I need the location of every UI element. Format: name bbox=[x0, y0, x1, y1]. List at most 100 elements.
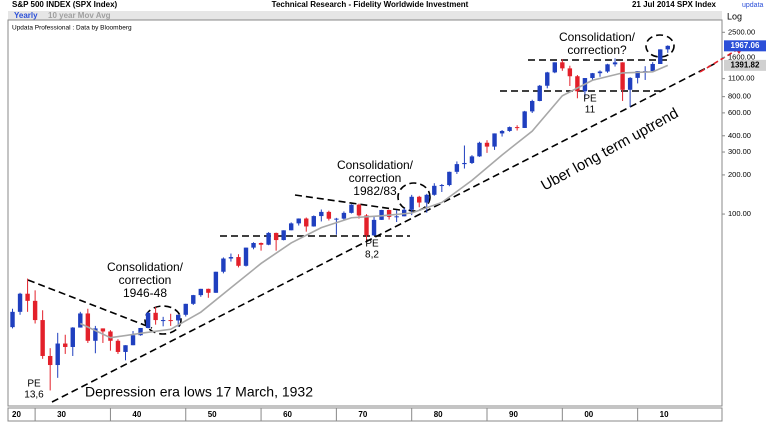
candle-body bbox=[281, 230, 286, 241]
candle-body bbox=[32, 300, 38, 321]
ma-price-tag-box bbox=[724, 59, 766, 71]
candle-body bbox=[326, 211, 332, 219]
candle-body bbox=[560, 62, 565, 69]
candle-body bbox=[63, 343, 68, 347]
candle-body bbox=[492, 133, 497, 147]
candle-body bbox=[439, 185, 445, 187]
candle-body bbox=[236, 257, 241, 266]
candle-body bbox=[627, 77, 633, 90]
candle-body bbox=[620, 62, 625, 90]
annotation: PE bbox=[583, 94, 597, 105]
candle-body bbox=[206, 288, 211, 293]
last-price-tag-box bbox=[724, 40, 766, 52]
highlight-circle bbox=[144, 305, 182, 335]
candle-body bbox=[17, 293, 23, 312]
header-title: S&P 500 INDEX (SPX Index) bbox=[12, 0, 118, 9]
candle-body bbox=[319, 211, 324, 217]
legend-bar bbox=[8, 11, 722, 20]
candle-body bbox=[424, 194, 429, 203]
candle-body bbox=[605, 64, 610, 72]
y-tick-label: 1100.00 bbox=[728, 74, 755, 83]
candle-body bbox=[304, 218, 309, 227]
candle-body bbox=[228, 257, 234, 259]
header-right: 21 Jul 2014 SPX Index bbox=[632, 0, 717, 9]
header-center: Technical Research - Fidelity Worldwide … bbox=[272, 0, 469, 9]
x-tick-label: 30 bbox=[57, 410, 66, 419]
candle-body bbox=[552, 62, 557, 73]
candle-body bbox=[258, 242, 264, 245]
candle-body bbox=[93, 328, 98, 341]
candle-body bbox=[160, 320, 166, 322]
candle-body bbox=[100, 328, 106, 332]
candle-body bbox=[364, 215, 369, 236]
candle-body bbox=[575, 76, 580, 92]
candle-body bbox=[78, 313, 83, 328]
candle-body bbox=[288, 223, 294, 231]
x-axis-band bbox=[7, 407, 723, 422]
candle-body bbox=[153, 312, 158, 321]
candle-body bbox=[266, 232, 271, 245]
candle-body bbox=[665, 45, 670, 50]
ma-price-tag: 1391.82 bbox=[731, 60, 760, 69]
legend-entry: Yearly bbox=[14, 11, 38, 20]
candle-body bbox=[658, 49, 663, 64]
annotation: PE bbox=[27, 379, 41, 390]
candle-body bbox=[334, 218, 339, 220]
candle-body bbox=[123, 345, 128, 352]
candle-body bbox=[251, 242, 256, 248]
source: Updata Professional : Data by Bloomberg bbox=[12, 25, 132, 32]
candle-body bbox=[499, 130, 505, 134]
x-tick-label: 00 bbox=[584, 410, 593, 419]
candle-body bbox=[469, 156, 475, 163]
candle-body bbox=[514, 127, 520, 129]
annotation: correction bbox=[349, 171, 402, 185]
candle-body bbox=[55, 343, 60, 366]
candle-body bbox=[417, 196, 422, 203]
moving-average bbox=[79, 64, 669, 339]
annotation: correction? bbox=[567, 43, 627, 57]
last-price-tag: 1967.06 bbox=[731, 41, 760, 50]
candle-body bbox=[447, 171, 452, 186]
y-tick-label: 400.00 bbox=[728, 131, 751, 140]
candle-body bbox=[243, 247, 249, 266]
candle-body bbox=[484, 142, 490, 147]
candle-body bbox=[507, 127, 512, 131]
candle-body bbox=[213, 271, 219, 293]
y-tick-label: 2500.00 bbox=[728, 27, 755, 36]
candle-body bbox=[597, 71, 603, 74]
candle-body bbox=[394, 216, 399, 218]
candle-body bbox=[590, 73, 595, 79]
x-tick-label: 70 bbox=[358, 410, 367, 419]
candle-body bbox=[386, 209, 392, 217]
candle-body bbox=[454, 164, 460, 172]
candle-body bbox=[635, 71, 640, 78]
annotation: Consolidation/ bbox=[337, 158, 414, 172]
annotation: 13,6 bbox=[24, 390, 44, 401]
annotation: Depression era lows 17 March, 1932 bbox=[85, 384, 313, 400]
y-tick-label: 100.00 bbox=[728, 209, 751, 218]
candle-body bbox=[545, 72, 550, 86]
candle-body bbox=[371, 219, 377, 236]
candle-body bbox=[462, 162, 467, 165]
y-axis-label: Log bbox=[727, 11, 742, 21]
candle-body bbox=[379, 209, 384, 220]
x-tick-label: 20 bbox=[12, 410, 21, 419]
candle-body bbox=[296, 218, 301, 224]
candle-body bbox=[70, 327, 75, 347]
candle-body bbox=[25, 293, 30, 301]
candle-body bbox=[537, 85, 542, 101]
uptrend-line bbox=[51, 61, 719, 403]
annotation: 1946-48 bbox=[123, 286, 167, 300]
legend-entry: 10 year Mov Avg bbox=[48, 11, 111, 20]
candle-body bbox=[349, 204, 354, 213]
candle-body bbox=[530, 100, 535, 112]
candle-body bbox=[432, 185, 437, 195]
candle-body bbox=[183, 303, 188, 315]
candle-body bbox=[477, 142, 482, 157]
candle-body bbox=[341, 212, 347, 219]
x-tick-label: 40 bbox=[132, 410, 141, 419]
candle-body bbox=[409, 196, 414, 210]
y-tick-label: 1600.00 bbox=[728, 52, 755, 61]
